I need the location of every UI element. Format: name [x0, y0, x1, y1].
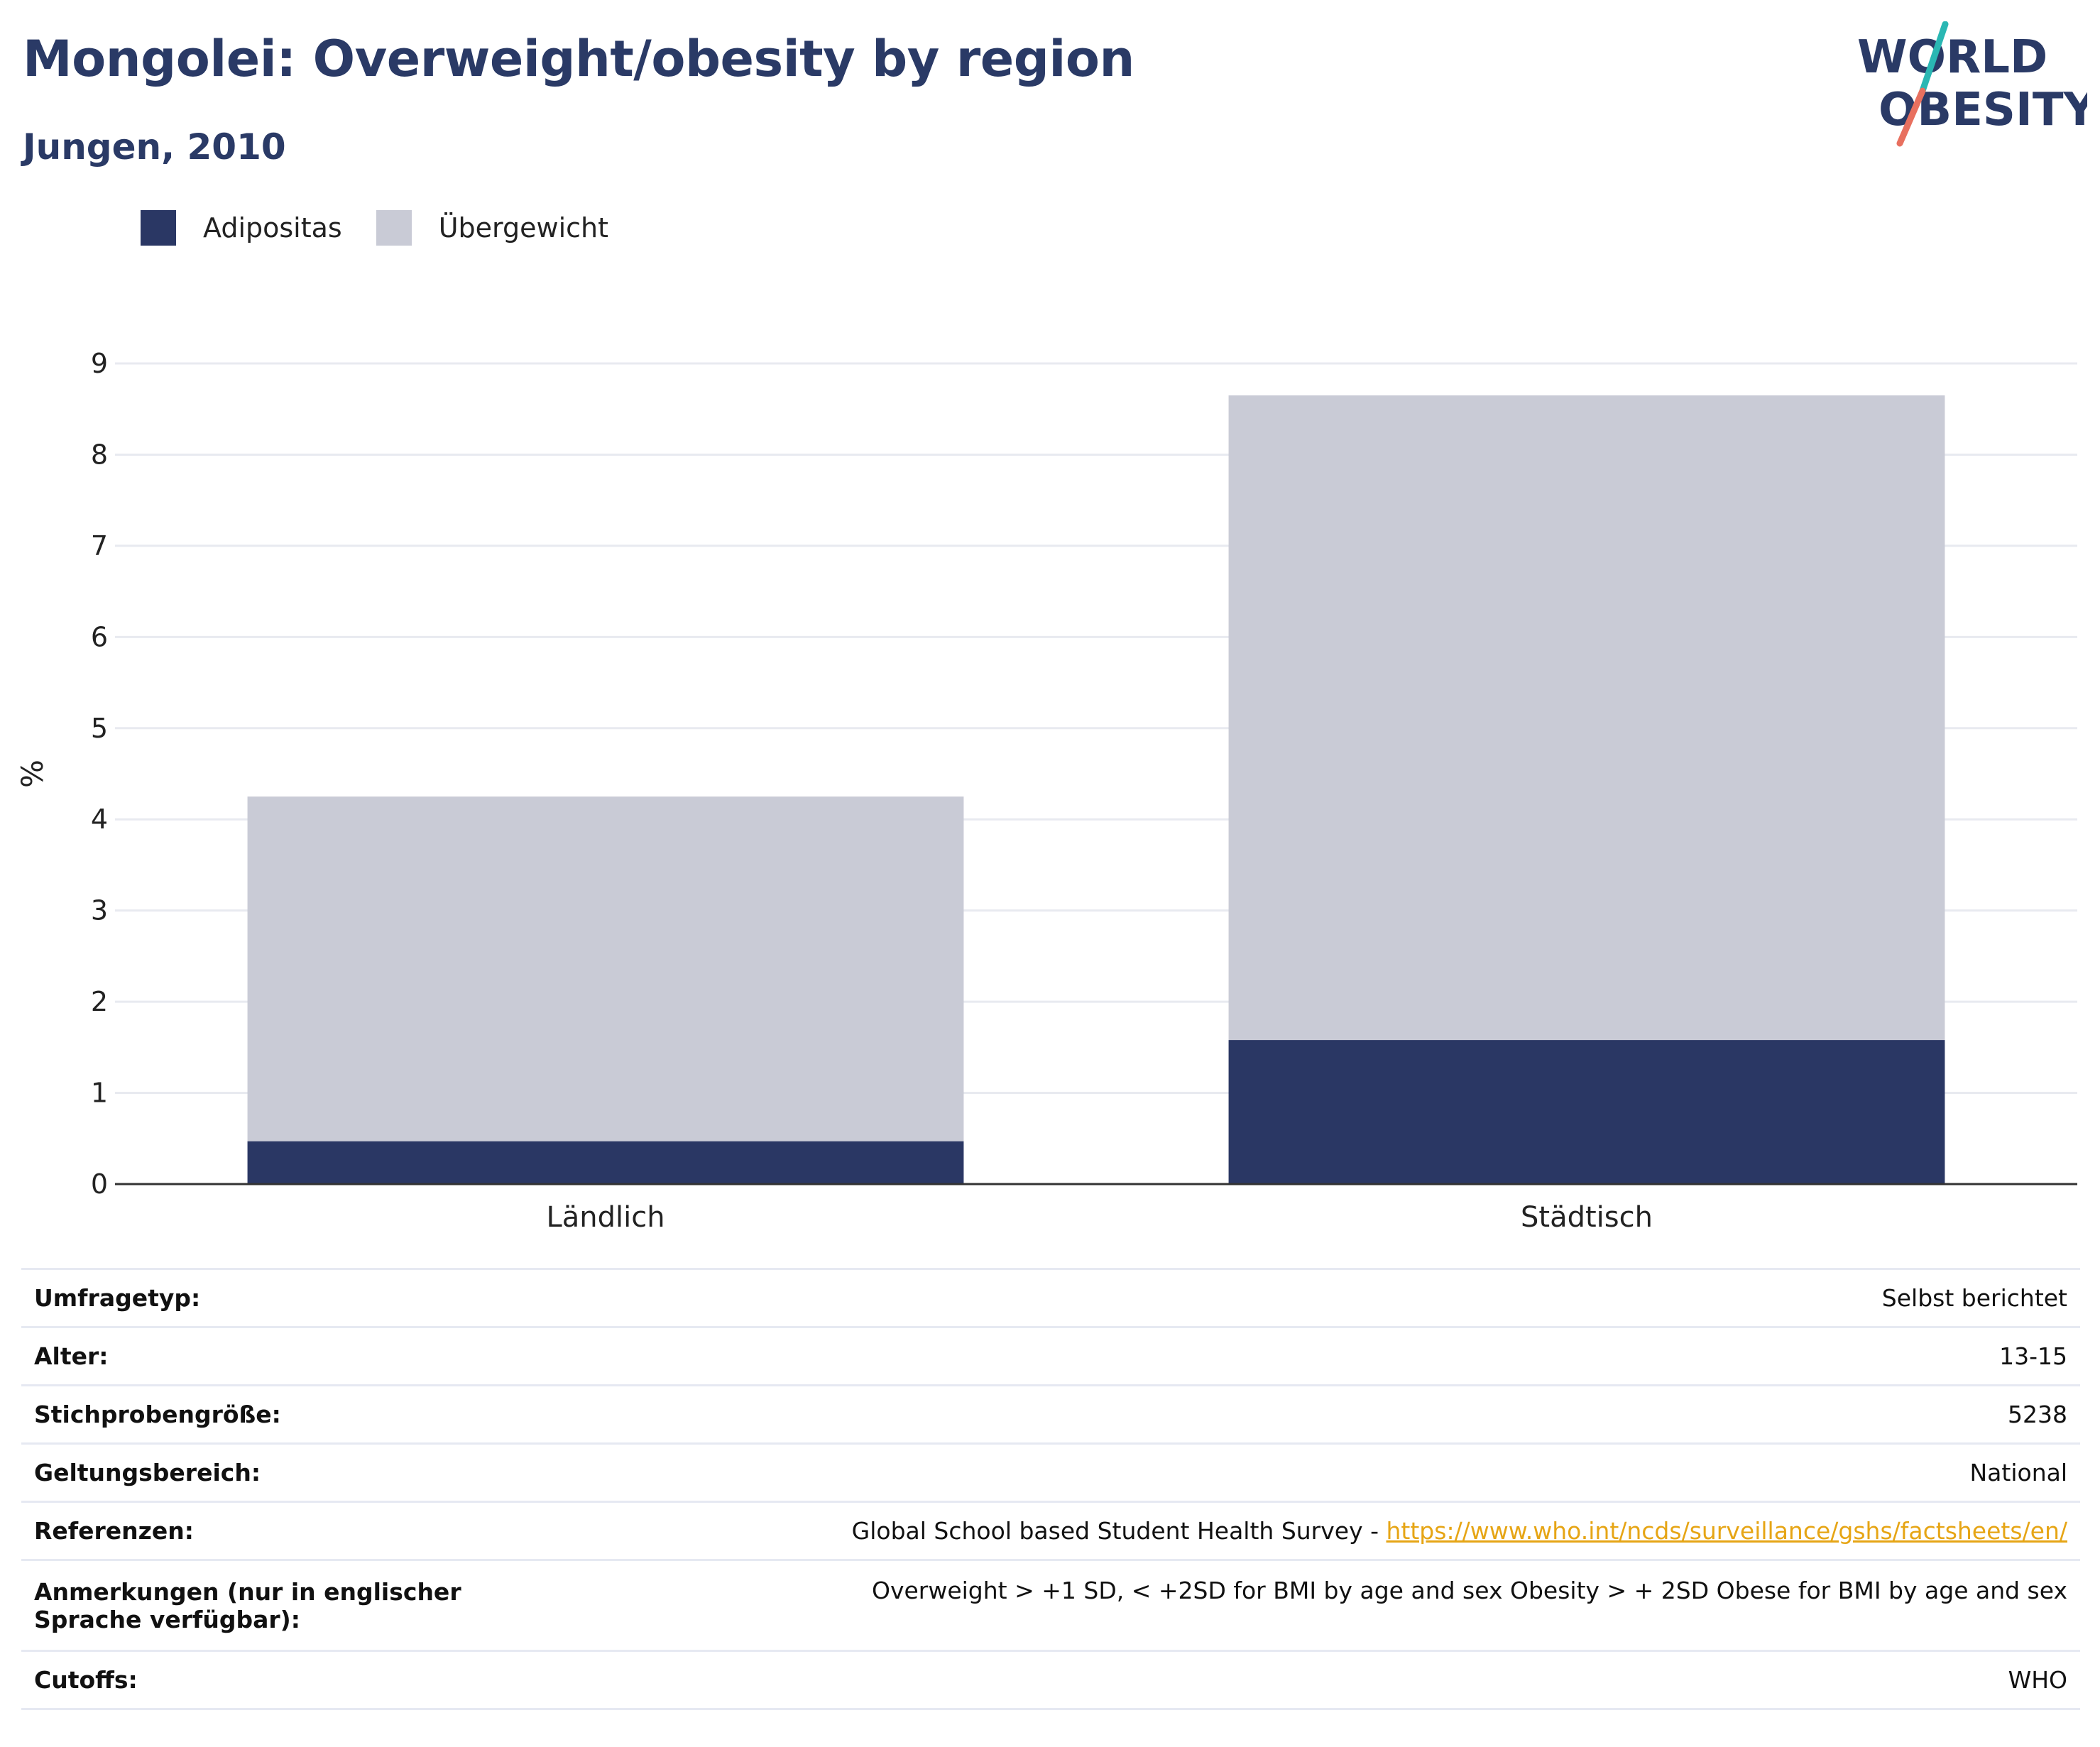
y-tick-label: 1: [91, 1078, 108, 1109]
y-tick-label: 6: [91, 621, 108, 652]
chart-subtitle: Jungen, 2010: [23, 126, 286, 168]
y-tick-label: 7: [91, 530, 108, 562]
bar-overweight-1[interactable]: [1228, 395, 1945, 1041]
legend-item-obesity[interactable]: Adipositas: [141, 210, 342, 246]
info-value: National: [572, 1443, 2080, 1503]
bar-obesity-1[interactable]: [1228, 1040, 1945, 1184]
info-key: Anmerkungen (nur in englischer Sprache v…: [21, 1560, 572, 1652]
info-row-sample-size: Stichprobengröße: 5238: [21, 1385, 2080, 1445]
info-key: Geltungsbereich:: [21, 1443, 572, 1503]
y-tick-label: 8: [91, 439, 108, 470]
chart-title: Mongolei: Overweight/obesity by region: [23, 30, 1134, 88]
legend-swatch-obesity: [141, 210, 176, 246]
info-row-survey-type: Umfragetyp: Selbst berichtet: [21, 1268, 2080, 1328]
logo-slash-coral: [1896, 87, 1926, 147]
legend-label-obesity: Adipositas: [203, 212, 342, 243]
bars: [115, 395, 2077, 1185]
info-row-age: Alter: 13-15: [21, 1327, 2080, 1386]
info-value: Selbst berichtet: [572, 1268, 2080, 1328]
x-category-label: Ländlich: [546, 1201, 665, 1234]
info-key: Stichprobengröße:: [21, 1385, 572, 1445]
info-value: 5238: [572, 1385, 2080, 1445]
info-value: Global School based Student Health Surve…: [572, 1501, 2080, 1561]
x-category-label: Städtisch: [1521, 1201, 1653, 1234]
info-row-cutoffs: Cutoffs: WHO: [21, 1650, 2080, 1710]
y-tick-label: 5: [91, 713, 108, 744]
y-tick-label: 4: [91, 804, 108, 835]
survey-info-table: Umfragetyp: Selbst berichtet Alter: 13-1…: [21, 1268, 2080, 1710]
y-tick-label: 9: [91, 348, 108, 379]
bar-obesity-0[interactable]: [247, 1141, 964, 1184]
y-tick-label: 2: [91, 986, 108, 1017]
stacked-bar-chart: 0 1 2 3 4 5 6 7 8 9 Ländlich Städtisch %: [15, 348, 2077, 1234]
info-key: Umfragetyp:: [21, 1268, 572, 1328]
x-category-labels: Ländlich Städtisch: [546, 1201, 1653, 1234]
reference-link[interactable]: https://www.who.int/ncds/surveillance/gs…: [1386, 1517, 2067, 1545]
info-value: Overweight > +1 SD, < +2SD for BMI by ag…: [572, 1560, 2080, 1652]
logo-slash-teal: [1919, 21, 1949, 94]
info-row-scope: Geltungsbereich: National: [21, 1443, 2080, 1503]
info-key: Referenzen:: [21, 1501, 572, 1561]
info-key: Alter:: [21, 1327, 572, 1386]
bar-overweight-0[interactable]: [247, 796, 964, 1141]
logo-text-world: WORLD: [1857, 31, 2047, 84]
logo-text-obesity: OBESITY: [1878, 84, 2087, 136]
reference-text: Global School based Student Health Surve…: [851, 1517, 1387, 1545]
info-key: Cutoffs:: [21, 1650, 572, 1710]
info-row-notes: Anmerkungen (nur in englischer Sprache v…: [21, 1560, 2080, 1652]
info-value: WHO: [572, 1650, 2080, 1710]
y-axis-title: %: [15, 760, 50, 788]
info-value: 13-15: [572, 1327, 2080, 1386]
info-row-references: Referenzen: Global School based Student …: [21, 1501, 2080, 1561]
legend-item-overweight[interactable]: Übergewicht: [376, 210, 608, 246]
y-tick-label: 3: [91, 895, 108, 926]
legend-swatch-overweight: [376, 210, 412, 246]
world-obesity-logo: WORLD OBESITY: [1857, 21, 2087, 147]
legend-label-overweight: Übergewicht: [438, 212, 608, 243]
y-tick-labels: 0 1 2 3 4 5 6 7 8 9: [91, 348, 108, 1200]
y-tick-label: 0: [91, 1168, 108, 1200]
chart-legend: Adipositas Übergewicht: [141, 210, 642, 246]
